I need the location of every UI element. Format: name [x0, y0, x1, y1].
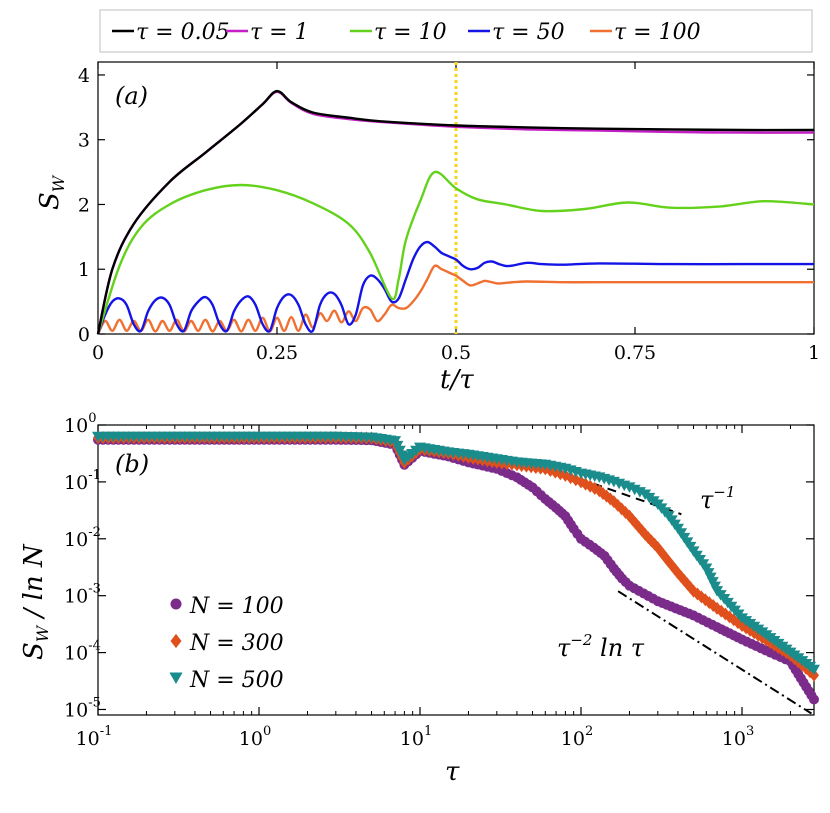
- y-tick-exponent-b: -4: [88, 639, 101, 654]
- x-tick-exponent-b: -1: [100, 724, 113, 739]
- panel-b-frame: [97, 424, 815, 716]
- panel-a-ylabel: SW: [35, 174, 68, 210]
- data-point: [616, 502, 627, 516]
- data-point: [808, 664, 820, 676]
- x-tick-label-b: 102: [561, 724, 593, 750]
- x-tick-exponent-b: 3: [746, 724, 754, 739]
- legend-b: N = 100 N = 300 N = 500: [169, 594, 284, 693]
- panel-a-frame: [97, 61, 815, 335]
- panel-a: 0 0.25 0.5 0.75 1 0 1 2 3 4 (a) t/τ SW: [35, 61, 820, 395]
- legend-a-label: τ = 1: [250, 20, 309, 45]
- y-tick-label-b: 10-1: [64, 468, 101, 494]
- series-points: [92, 431, 820, 676]
- guide-tau-inverse-label: τ−1: [700, 483, 735, 514]
- panel-b-xlabel: τ: [445, 757, 460, 787]
- series-line: [96, 240, 814, 335]
- x-tick-exponent-b: 2: [585, 724, 593, 739]
- x-tick-label-a: 0.75: [614, 342, 656, 364]
- panel-b-ylabel: SW / ln N: [19, 543, 52, 660]
- y-tick-label-b: 10-2: [64, 525, 101, 551]
- panel-a-label: (a): [115, 82, 148, 110]
- y-tick-exponent-b: -3: [88, 582, 101, 597]
- legend-b-label: N = 300: [189, 631, 284, 656]
- y-tick-exponent-b: -2: [88, 525, 101, 540]
- legend-b-label: N = 500: [189, 668, 284, 693]
- data-point: [170, 633, 182, 649]
- data-point: [809, 668, 819, 682]
- panel-b-label: (b): [115, 450, 149, 478]
- x-tick-label-a: 1: [808, 342, 820, 364]
- y-tick-exponent-b: -1: [88, 468, 101, 483]
- y-tick-label-b: 10-3: [64, 582, 101, 608]
- y-tick-label-a: 0: [78, 324, 90, 346]
- series-line: [96, 89, 815, 335]
- series-line: [96, 264, 814, 335]
- legend-b-label: N = 100: [189, 594, 284, 619]
- x-tick-label-b: 103: [722, 724, 754, 750]
- legend-a-label: τ = 50: [492, 20, 565, 45]
- y-tick-label-b: 10-5: [64, 695, 101, 721]
- series-line: [96, 170, 815, 335]
- y-tick-label-a: 4: [78, 65, 90, 87]
- y-tick-exponent-b: 0: [88, 411, 96, 426]
- guide-tau-log-label: τ−2 ln τ: [557, 631, 645, 662]
- guide-line: [617, 590, 812, 715]
- x-tick-exponent-b: 1: [424, 724, 432, 739]
- x-tick-label-a: 0.5: [441, 342, 471, 364]
- legend-a: τ = 0.05 τ = 1 τ = 10 τ = 50 τ = 100: [99, 9, 813, 53]
- panel-a-xlabel: t/τ: [440, 365, 474, 395]
- x-tick-label-b: 100: [239, 724, 271, 750]
- y-tick-label-b: 10-4: [64, 639, 101, 665]
- data-point: [809, 694, 819, 705]
- panel-b: 10-1 100 101 102 10310-510-410-310-210-1100 …: [19, 411, 820, 787]
- y-tick-label-a: 2: [78, 194, 90, 216]
- y-tick-label-a: 3: [78, 130, 90, 152]
- x-tick-label-b: 101: [400, 724, 432, 750]
- data-point: [170, 598, 182, 610]
- legend-a-label: τ = 100: [614, 20, 701, 45]
- legend-a-label: τ = 0.05: [136, 20, 230, 45]
- x-tick-exponent-b: 0: [263, 724, 271, 739]
- y-tick-label-b: 100: [64, 411, 96, 437]
- x-tick-label-a: 0.25: [256, 342, 298, 364]
- x-tick-label-a: 0: [92, 342, 104, 364]
- y-tick-label-a: 1: [78, 259, 90, 281]
- y-tick-exponent-b: -5: [88, 695, 101, 710]
- data-point: [169, 672, 183, 685]
- x-tick-label-b: 10-1: [76, 724, 113, 750]
- legend-a-label: τ = 10: [374, 20, 447, 45]
